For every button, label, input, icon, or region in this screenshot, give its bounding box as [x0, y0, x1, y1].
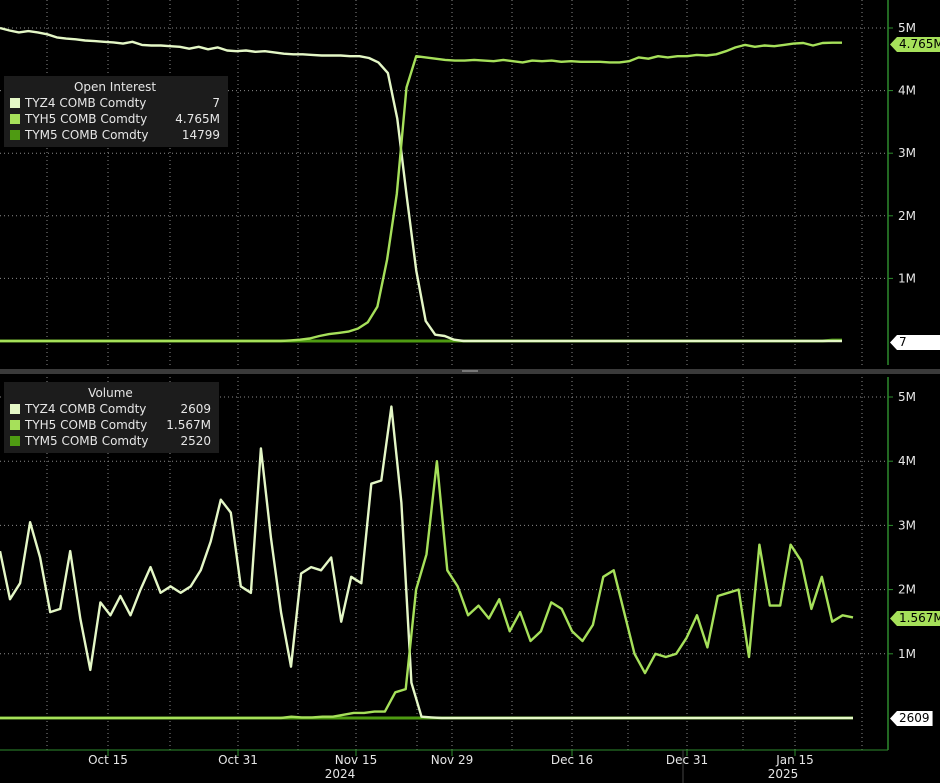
open-interest-title: Open Interest	[73, 80, 157, 94]
tym5-swatch	[10, 130, 20, 140]
y-tick-label: 4M	[898, 454, 916, 468]
y-tick-label: 2M	[898, 583, 916, 597]
y-tick-label: 5M	[898, 21, 916, 35]
legend-name: TYH5 COMB Comdty	[25, 418, 148, 432]
volume-last-value-tag: 1.567M	[890, 611, 940, 626]
x-tick-label: Nov 15	[335, 753, 378, 767]
volume-title: Volume	[88, 386, 133, 400]
legend-item-tyh5: TYH5 COMB Comdty 4.765M	[10, 111, 220, 127]
volume-last-value-tag-tyz4: 2609	[890, 711, 933, 726]
pane-splitter-handle[interactable]	[462, 370, 478, 372]
y-tick-label: 5M	[898, 390, 916, 404]
series-line-tyh5	[0, 460, 854, 720]
tyz4-swatch	[10, 98, 20, 108]
legend-item-tyh5: TYH5 COMB Comdty 1.567M	[10, 417, 211, 433]
tyh5-swatch	[10, 114, 20, 124]
legend-name: TYM5 COMB Comdty	[25, 434, 149, 448]
legend-value: 2609	[180, 402, 211, 416]
x-tick-label: Oct 15	[88, 753, 128, 767]
legend-value: 7	[212, 96, 220, 110]
legend-item-tym5: TYM5 COMB Comdty 2520	[10, 433, 211, 449]
series-line-tyz4	[0, 405, 853, 720]
y-tick-label: 3M	[898, 518, 916, 532]
oi-last-value-tag-tyz4: 7	[890, 335, 940, 350]
legend-name: TYZ4 COMB Comdty	[25, 402, 147, 416]
tyh5-swatch	[10, 420, 20, 430]
y-tick-label: 1M	[898, 647, 916, 661]
axis-labels: 1M 2M 3M 4M 5M 1M 2M 3M 4M 5M Oct 15 Oct 31 Nov 15 No…	[88, 21, 916, 781]
tyz4-swatch	[10, 404, 20, 414]
tym5-swatch	[10, 436, 20, 446]
x-year-label: 2025	[768, 767, 799, 781]
legend-value: 1.567M	[166, 418, 211, 432]
open-interest-legend: Open Interest TYZ4 COMB Comdty 7 TYH5 CO…	[4, 76, 228, 147]
y-tick-label: 2M	[898, 209, 916, 223]
x-tick-label: Dec 16	[551, 753, 593, 767]
legend-item-tyz4: TYZ4 COMB Comdty 7	[10, 95, 220, 111]
volume-legend: Volume TYZ4 COMB Comdty 2609 TYH5 COMB C…	[4, 382, 219, 453]
legend-name: TYH5 COMB Comdty	[25, 112, 148, 126]
series-line-tyh5	[0, 41, 842, 343]
y-tick-label: 3M	[898, 146, 916, 160]
legend-value: 2520	[180, 434, 211, 448]
x-year-label: 2024	[325, 767, 356, 781]
x-tick-label: Oct 31	[218, 753, 258, 767]
y-tick-label: 4M	[898, 84, 916, 98]
series-line-tyz4	[0, 26, 842, 343]
legend-name: TYZ4 COMB Comdty	[25, 96, 147, 110]
legend-value: 4.765M	[175, 112, 220, 126]
series-lines	[0, 26, 854, 720]
y-tick-label: 1M	[898, 271, 916, 285]
x-tick-label: Dec 31	[666, 753, 708, 767]
legend-item-tym5: TYM5 COMB Comdty 14799	[10, 127, 220, 143]
legend-value: 14799	[181, 128, 220, 142]
legend-name: TYM5 COMB Comdty	[25, 128, 149, 142]
x-tick-label: Nov 29	[431, 753, 474, 767]
oi-last-value-tag: 4.765M	[890, 37, 940, 52]
x-tick-label: Jan 15	[775, 753, 814, 767]
legend-item-tyz4: TYZ4 COMB Comdty 2609	[10, 401, 211, 417]
